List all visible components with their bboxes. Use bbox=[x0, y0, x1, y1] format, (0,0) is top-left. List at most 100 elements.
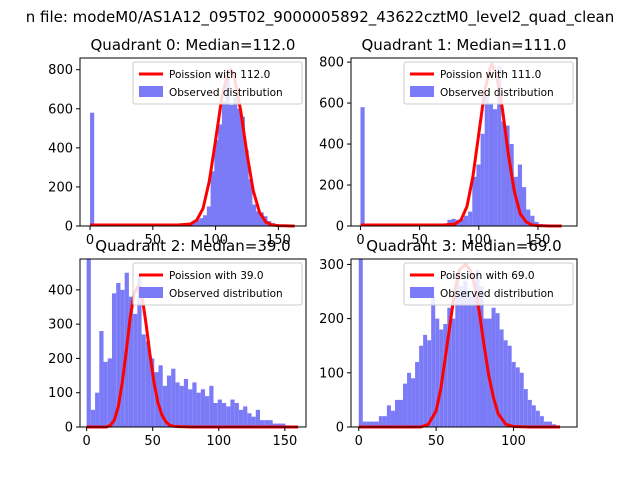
histogram-bar bbox=[528, 400, 532, 427]
y-tick-label: 0 bbox=[336, 421, 344, 436]
histogram-bar bbox=[108, 358, 112, 427]
histogram-bar bbox=[171, 369, 175, 427]
histogram-bar bbox=[391, 411, 395, 427]
subplot-1: Poission with 111.0 Observed distribution… bbox=[319, 36, 577, 248]
histogram-bar bbox=[379, 416, 383, 427]
legend-2: Poission with 39.0 Observed distribution bbox=[133, 263, 302, 305]
histogram-bar bbox=[199, 218, 203, 226]
histogram-bar bbox=[403, 384, 407, 427]
histogram-bar bbox=[213, 403, 217, 427]
y-tick-label: 800 bbox=[319, 56, 344, 71]
histogram-bar bbox=[407, 373, 411, 427]
histogram-bar bbox=[222, 403, 226, 427]
histogram-bar bbox=[184, 379, 188, 427]
x-tick-label: 100 bbox=[206, 434, 231, 449]
histogram-bar bbox=[536, 411, 540, 427]
subplot-title: Quadrant 0: Median=112.0 bbox=[91, 36, 296, 54]
histogram-bar bbox=[395, 400, 399, 427]
subplot-title: Quadrant 2: Median=39.0 bbox=[95, 237, 290, 255]
legend-label-poisson: Poission with 39.0 bbox=[169, 270, 264, 282]
x-tick-label: 0 bbox=[356, 233, 364, 248]
y-tick-label: 200 bbox=[48, 180, 73, 195]
x-tick-label: 0 bbox=[82, 434, 90, 449]
histogram-bar bbox=[476, 165, 480, 226]
histogram-bar bbox=[256, 410, 260, 427]
histogram-bar bbox=[508, 346, 512, 427]
histogram-bar bbox=[468, 212, 472, 226]
legend-label-observed: Observed distribution bbox=[440, 87, 554, 99]
x-tick-label: 50 bbox=[428, 434, 445, 449]
histogram-bar bbox=[167, 376, 171, 427]
histogram-bar bbox=[387, 405, 391, 427]
histogram-bar bbox=[427, 340, 431, 427]
legend-label-poisson: Poission with 111.0 bbox=[440, 69, 541, 81]
histogram-bar bbox=[235, 403, 239, 427]
histogram-bar bbox=[431, 297, 435, 427]
histogram-bar bbox=[95, 393, 99, 427]
histogram-bar bbox=[493, 109, 497, 226]
legend-patch-swatch bbox=[139, 86, 163, 97]
histogram-bar bbox=[188, 389, 192, 427]
histogram-bar bbox=[203, 215, 207, 226]
histogram-bar bbox=[520, 373, 524, 427]
y-tick-label: 300 bbox=[319, 258, 344, 273]
histogram-bar bbox=[532, 405, 536, 427]
histogram-bar bbox=[180, 386, 184, 427]
legend-patch-swatch bbox=[139, 287, 163, 298]
histogram-bar bbox=[399, 400, 403, 427]
x-tick-label: 0 bbox=[355, 434, 363, 449]
histogram-bar bbox=[481, 134, 485, 226]
x-tick-label: 50 bbox=[144, 434, 161, 449]
histogram-bar bbox=[485, 95, 489, 226]
y-tick-label: 400 bbox=[48, 283, 73, 298]
histogram-bar bbox=[489, 103, 493, 226]
histogram-bar bbox=[233, 97, 237, 226]
histogram-bar bbox=[243, 406, 247, 427]
histogram-bar bbox=[467, 292, 471, 427]
histogram-bar bbox=[239, 410, 243, 427]
histogram-bar bbox=[90, 113, 94, 226]
histogram-bar bbox=[142, 334, 146, 427]
histogram-bar bbox=[222, 101, 226, 226]
histogram-bar bbox=[419, 346, 423, 427]
histogram-bar bbox=[540, 416, 544, 427]
y-tick-label: 200 bbox=[319, 179, 344, 194]
histogram-bar bbox=[209, 386, 213, 427]
histogram-bar bbox=[104, 362, 108, 427]
histogram-bar bbox=[211, 171, 215, 226]
histogram-bar bbox=[229, 105, 233, 226]
y-tick-label: 400 bbox=[48, 141, 73, 156]
subplot-2: Poission with 39.0 Observed distribution 0… bbox=[48, 237, 306, 449]
legend-1: Poission with 111.0 Observed distribution bbox=[404, 62, 573, 104]
histogram-bar bbox=[205, 396, 209, 427]
histogram-bar bbox=[218, 124, 222, 226]
histogram-bar bbox=[459, 286, 463, 427]
histogram-bar bbox=[99, 331, 103, 427]
histogram-bar bbox=[504, 340, 508, 427]
histogram-bar bbox=[112, 293, 116, 427]
histogram-bar bbox=[464, 216, 468, 226]
histogram-bar bbox=[492, 308, 496, 427]
histogram-bar bbox=[252, 205, 256, 226]
histogram-bar bbox=[252, 417, 256, 427]
histogram-bar bbox=[451, 319, 455, 427]
histogram-bar bbox=[423, 335, 427, 427]
histogram-bar bbox=[471, 297, 475, 427]
histogram-bar bbox=[192, 382, 196, 427]
histogram-bar bbox=[197, 393, 201, 427]
histogram-bar bbox=[201, 389, 205, 427]
y-tick-label: 300 bbox=[48, 318, 73, 333]
legend-label-observed: Observed distribution bbox=[169, 87, 283, 99]
histogram-bar bbox=[237, 109, 241, 226]
histogram-bar bbox=[133, 314, 137, 427]
y-tick-label: 0 bbox=[336, 220, 344, 235]
y-tick-label: 200 bbox=[48, 352, 73, 367]
histogram-bar bbox=[91, 410, 95, 427]
legend-label-observed: Observed distribution bbox=[169, 288, 283, 300]
histogram-bar bbox=[226, 406, 230, 427]
